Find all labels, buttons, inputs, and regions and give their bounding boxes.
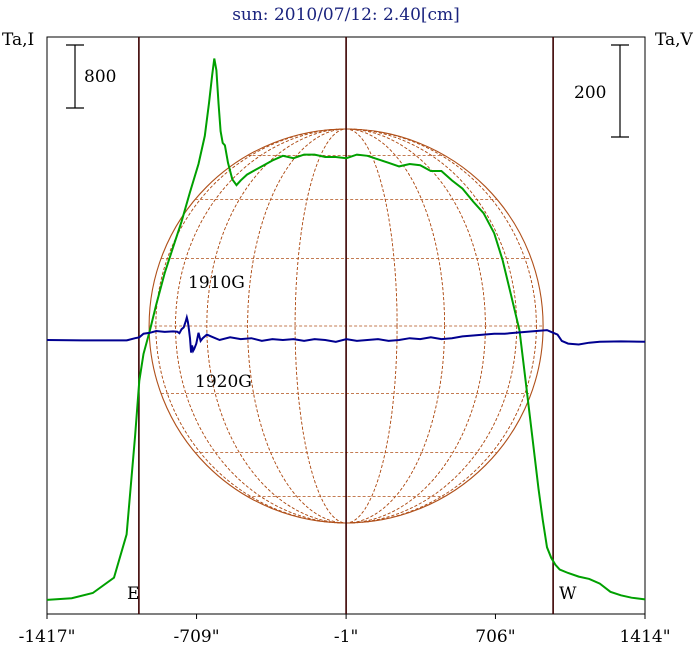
limb-label-east: E	[127, 584, 139, 604]
y-right-label: Ta,V	[655, 30, 694, 50]
x-axis: -1417" -709" -1" 706" 1414"	[19, 614, 671, 647]
x-tick-label: -1417"	[19, 627, 76, 647]
left-scale-bar	[66, 44, 84, 109]
x-tick-label: -709"	[174, 627, 220, 647]
x-tick-label: -1"	[334, 627, 358, 647]
right-scale-bar	[611, 44, 629, 138]
annotation-1920g: 1920G	[195, 372, 252, 392]
left-scale-label: 800	[84, 67, 116, 87]
series-v-line	[46, 313, 646, 354]
y-left-label: Ta,I	[2, 30, 34, 50]
limb-label-west: W	[559, 584, 577, 604]
chart-title: sun: 2010/07/12: 2.40[cm]	[232, 5, 460, 25]
chart-lines	[46, 37, 646, 614]
annotation-1910g: 1910G	[188, 273, 245, 293]
series-i-line	[46, 58, 646, 601]
right-scale-label: 200	[574, 83, 606, 103]
x-tick-label: 1414"	[619, 627, 670, 647]
x-tick-label: 706"	[475, 627, 515, 647]
